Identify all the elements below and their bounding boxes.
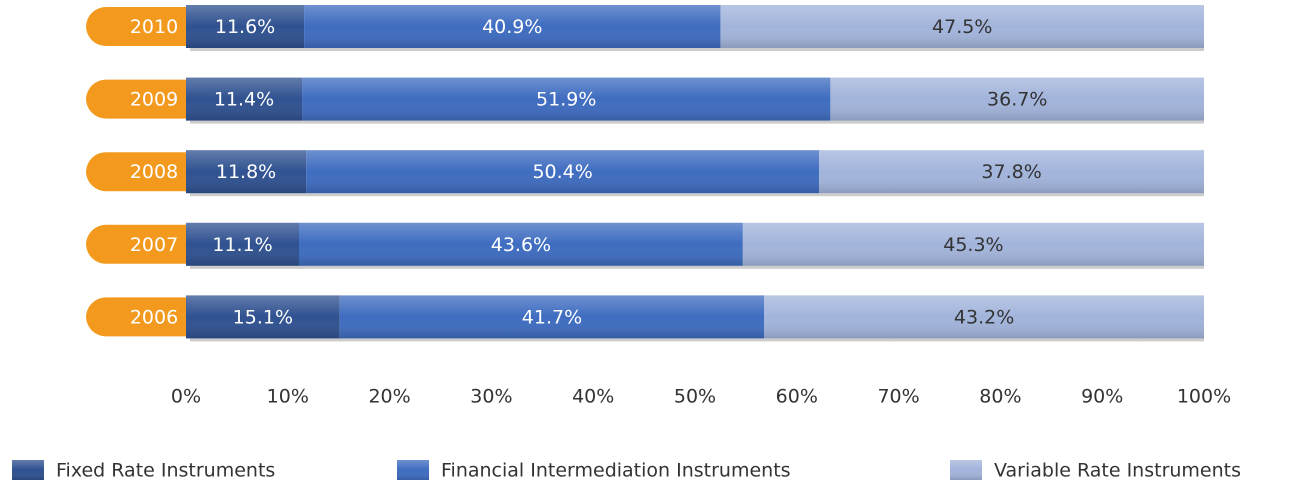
bar-shade xyxy=(186,295,340,339)
data-label: 15.1% xyxy=(233,306,293,328)
data-label: 43.6% xyxy=(491,234,551,256)
data-label: 45.3% xyxy=(943,234,1003,256)
x-tick-label: 10% xyxy=(267,386,309,408)
bar-shadow xyxy=(190,193,1204,197)
data-label: 40.9% xyxy=(482,16,542,38)
category-pill xyxy=(86,6,186,46)
category-label: 2009 xyxy=(130,89,178,111)
category-label: 2008 xyxy=(130,161,178,183)
bar-shade xyxy=(186,222,299,266)
bar-shade xyxy=(339,295,765,339)
category-pill xyxy=(86,152,186,192)
data-label: 36.7% xyxy=(987,89,1047,111)
bar-shade xyxy=(186,150,307,194)
data-label: 50.4% xyxy=(532,161,592,183)
data-label: 51.9% xyxy=(536,89,596,111)
bar-shadow xyxy=(190,120,1204,124)
x-tick-label: 100% xyxy=(1177,386,1231,408)
x-tick-label: 70% xyxy=(877,386,919,408)
bar-shade xyxy=(764,295,1204,339)
bar-shadow xyxy=(190,338,1204,342)
bar-shade xyxy=(720,5,1204,48)
legend-label: Fixed Rate Instruments xyxy=(56,460,275,482)
legend-label: Financial Intermediation Instruments xyxy=(441,460,791,482)
data-label: 43.2% xyxy=(954,306,1014,328)
bar-shade xyxy=(302,77,831,121)
data-label: 41.7% xyxy=(522,306,582,328)
category-label: 2010 xyxy=(130,16,178,38)
legend-label: Variable Rate Instruments xyxy=(994,460,1241,482)
data-label: 11.1% xyxy=(212,234,272,256)
x-tick-label: 0% xyxy=(171,386,201,408)
data-label: 37.8% xyxy=(981,161,1041,183)
bar-shade xyxy=(830,77,1204,121)
bar-shade xyxy=(186,5,305,48)
x-tick-label: 60% xyxy=(776,386,818,408)
bar-shade xyxy=(186,77,303,121)
bar-shade xyxy=(304,5,721,48)
category-label: 2007 xyxy=(130,234,178,256)
legend-swatch-shade xyxy=(397,460,429,480)
category-label: 2006 xyxy=(130,306,178,328)
bar-shade xyxy=(298,222,743,266)
bar-shadow xyxy=(190,48,1204,51)
bar-shade xyxy=(742,222,1204,266)
data-label: 11.4% xyxy=(214,89,274,111)
legend-swatch-shade xyxy=(12,460,44,480)
x-tick-label: 40% xyxy=(572,386,614,408)
category-pill xyxy=(86,79,186,119)
x-tick-label: 20% xyxy=(368,386,410,408)
data-label: 11.6% xyxy=(215,16,275,38)
x-tick-label: 80% xyxy=(979,386,1021,408)
data-label: 47.5% xyxy=(932,16,992,38)
x-tick-label: 50% xyxy=(674,386,716,408)
x-tick-label: 90% xyxy=(1081,386,1123,408)
category-pill xyxy=(86,224,186,264)
x-tick-label: 30% xyxy=(470,386,512,408)
bar-shade xyxy=(819,150,1204,194)
bar-shade xyxy=(306,150,820,194)
bar-shadow xyxy=(190,265,1204,269)
legend-swatch-shade xyxy=(950,460,982,480)
data-label: 11.8% xyxy=(216,161,276,183)
category-pill xyxy=(86,297,186,337)
